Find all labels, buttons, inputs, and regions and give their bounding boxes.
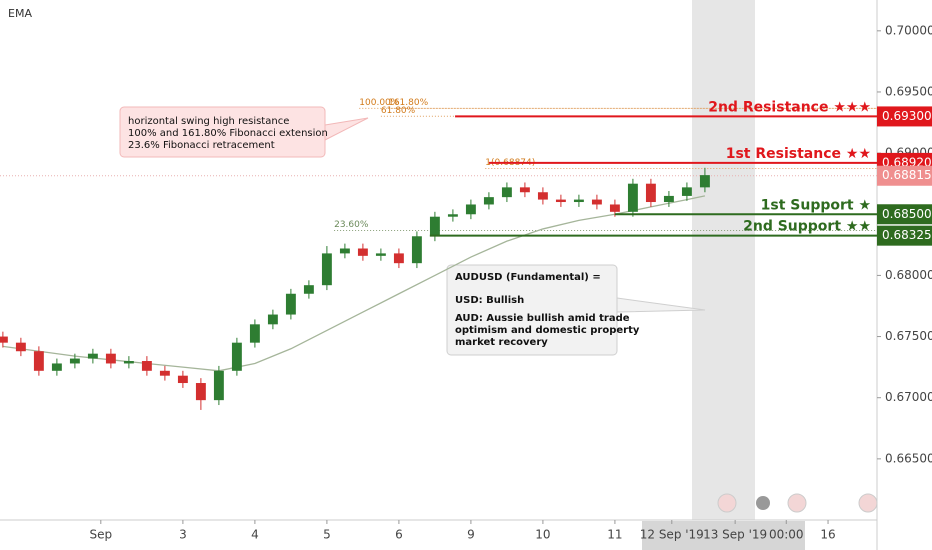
candle-body <box>105 353 116 364</box>
candle-body <box>465 204 476 215</box>
fib-label: 100.00% <box>359 98 399 108</box>
candle-body <box>483 197 494 205</box>
ema-line <box>2 195 706 372</box>
current-price-label: 0.68815 <box>882 168 932 182</box>
fundamental-text: AUDUSD (Fundamental) = <box>455 272 601 283</box>
candle-body <box>285 293 296 315</box>
candle-body <box>699 175 710 188</box>
fib-label: 61.80% <box>381 106 416 116</box>
candle-body <box>447 214 458 217</box>
candle-body <box>519 187 530 193</box>
x-tick-label: 3 <box>179 528 187 542</box>
candle-body <box>375 253 386 256</box>
y-tick-label: 0.69500 <box>885 84 932 98</box>
candle-body <box>537 192 548 200</box>
callout-text: 100% and 161.80% Fibonacci extension <box>128 128 328 139</box>
candle-body <box>123 361 134 364</box>
level-name: 2nd Support ★★ <box>743 219 871 235</box>
candle-body <box>195 383 206 401</box>
candle-body <box>393 253 404 264</box>
candle-body <box>321 253 332 286</box>
event-icon <box>787 493 807 513</box>
fib-label: 23.60% <box>334 220 369 230</box>
event-icon <box>717 493 737 513</box>
x-tick-label: 13 Sep '19 <box>703 528 767 542</box>
x-tick-label: 6 <box>395 528 403 542</box>
candle-body <box>213 370 224 401</box>
level-price: 0.68500 <box>882 207 932 221</box>
x-tick-label: Sep <box>89 528 112 542</box>
level-price-box <box>877 204 932 225</box>
candle-body <box>663 195 674 203</box>
x-tick-label: 16 <box>820 528 835 542</box>
candle-body <box>177 375 188 384</box>
fundamental-text: market recovery <box>455 337 548 348</box>
callout-pointer <box>324 117 369 141</box>
fundamental-text: USD: Bullish <box>455 295 524 306</box>
fib-label: 161.80% <box>388 98 428 108</box>
event-icon <box>858 493 878 513</box>
y-tick-label: 0.67500 <box>885 329 932 343</box>
candle-body <box>69 358 80 364</box>
level-price: 0.69300 <box>882 109 932 123</box>
callout-text: 23.6% Fibonacci retracement <box>128 140 275 151</box>
candle-body <box>429 216 440 237</box>
candle-body <box>249 324 260 343</box>
candle-body <box>339 248 350 254</box>
future-region <box>692 0 755 520</box>
level-price-box <box>877 106 932 127</box>
y-tick-label: 0.66500 <box>885 451 932 465</box>
x-tick-label: 11 <box>607 528 622 542</box>
candle-body <box>627 183 638 212</box>
level-name: 1st Resistance ★★ <box>726 146 871 162</box>
x-tick-label: 12 Sep '19 <box>640 528 704 542</box>
fundamental-text: AUD: Aussie bullish amid trade <box>455 313 630 324</box>
indicator-label: EMA <box>8 7 32 20</box>
event-icon <box>756 496 770 510</box>
candle-body <box>573 199 584 203</box>
candle-body <box>609 204 620 212</box>
candle-body <box>231 342 242 371</box>
fundamental-pointer <box>616 297 706 313</box>
time-highlight <box>642 521 805 550</box>
fundamental-text: optimism and domestic property <box>455 325 640 336</box>
candle-body <box>51 363 62 371</box>
level-name: 1st Support ★ <box>761 197 871 213</box>
x-tick-label: 10 <box>535 528 550 542</box>
candle-body <box>15 342 26 352</box>
candle-body <box>555 199 566 203</box>
y-tick-label: 0.70000 <box>885 23 932 37</box>
event-icons <box>717 493 878 513</box>
candle-body <box>681 187 692 196</box>
level-price: 0.68325 <box>882 228 932 242</box>
callout-text: horizontal swing high resistance <box>128 116 289 127</box>
candle-body <box>501 187 512 198</box>
candle-body <box>591 199 602 205</box>
candle-body <box>141 361 152 371</box>
y-tick-label: 0.68000 <box>885 268 932 282</box>
y-tick-label: 0.67000 <box>885 390 932 404</box>
level-price-box <box>877 225 932 246</box>
candle-body <box>0 336 8 343</box>
x-tick-label: 9 <box>467 528 475 542</box>
x-tick-label: 00:00 <box>769 528 804 542</box>
candle-body <box>357 248 368 256</box>
candle-body <box>159 370 170 376</box>
level-name: 2nd Resistance ★★★ <box>708 99 871 115</box>
candle-body <box>33 351 44 371</box>
x-tick-label: 4 <box>251 528 259 542</box>
candle-body <box>267 314 278 325</box>
candle-body <box>645 183 656 203</box>
candle-body <box>87 353 98 359</box>
current-price-box <box>877 165 932 186</box>
fundamental-note: AUDUSD (Fundamental) = USD: Bullish AUD: A… <box>446 264 706 356</box>
candle-body <box>303 285 314 294</box>
candle-body <box>411 236 422 264</box>
x-tick-label: 5 <box>323 528 331 542</box>
